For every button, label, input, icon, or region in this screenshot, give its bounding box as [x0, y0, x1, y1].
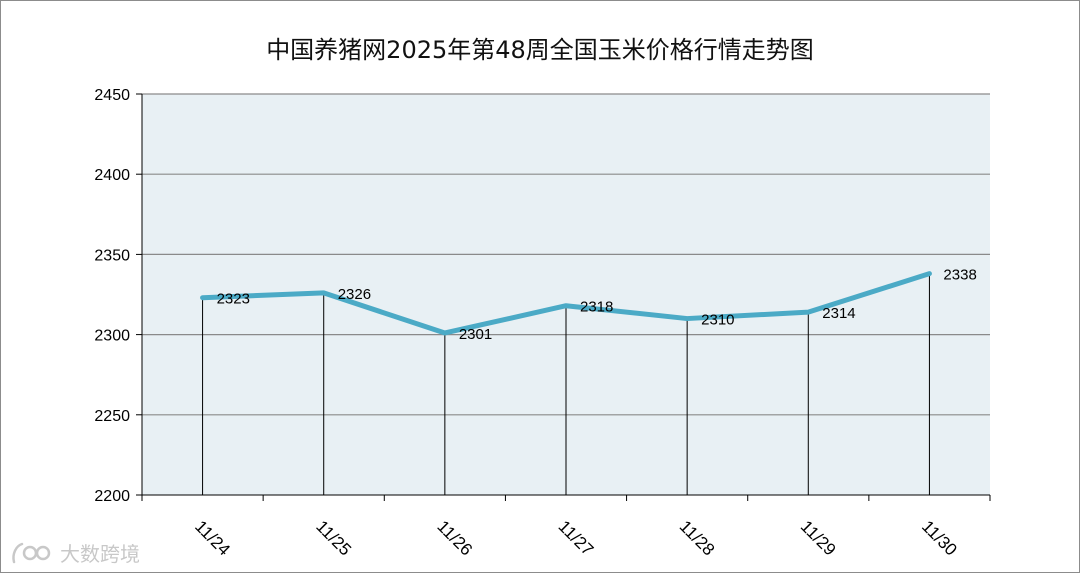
x-tick-label: 11/24 [191, 517, 234, 560]
y-tick-label: 2450 [94, 87, 130, 104]
y-tick-label: 2350 [94, 247, 130, 264]
y-tick-label: 2200 [94, 488, 130, 505]
logo-icon [12, 542, 51, 563]
x-tick-label: 11/26 [433, 517, 476, 560]
data-label: 2323 [217, 291, 250, 308]
x-tick-label: 11/27 [555, 517, 598, 560]
watermark-text: 大数跨境 [60, 542, 140, 566]
y-tick-label: 2400 [94, 167, 130, 184]
y-tick-label: 2250 [94, 408, 130, 425]
chart-title: 中国养猪网2025年第48周全国玉米价格行情走势图 [266, 36, 814, 64]
series [200, 271, 932, 336]
data-label: 2301 [459, 326, 492, 343]
x-tick-label: 11/25 [312, 517, 355, 560]
watermark: 大数跨境 [10, 538, 140, 567]
data-label: 2310 [701, 312, 734, 329]
drop-lines [202, 273, 930, 495]
data-label: 2338 [943, 267, 976, 284]
data-labels: 2323 2326 2301 2318 2310 2314 2338 [217, 267, 977, 343]
x-tick-label: 11/28 [676, 517, 719, 560]
x-tick-labels: 11/24 11/25 11/26 11/27 11/28 11/29 11/30 [191, 517, 960, 560]
y-tick-labels: 2200 2250 2300 2350 2400 2450 [94, 87, 130, 505]
y-tick-label: 2300 [94, 328, 130, 345]
data-label: 2314 [822, 305, 855, 322]
x-tick-label: 11/29 [797, 517, 840, 560]
series-line [200, 271, 932, 336]
x-tick-label: 11/30 [918, 517, 961, 560]
data-label: 2326 [338, 286, 371, 303]
data-label: 2318 [580, 299, 613, 316]
